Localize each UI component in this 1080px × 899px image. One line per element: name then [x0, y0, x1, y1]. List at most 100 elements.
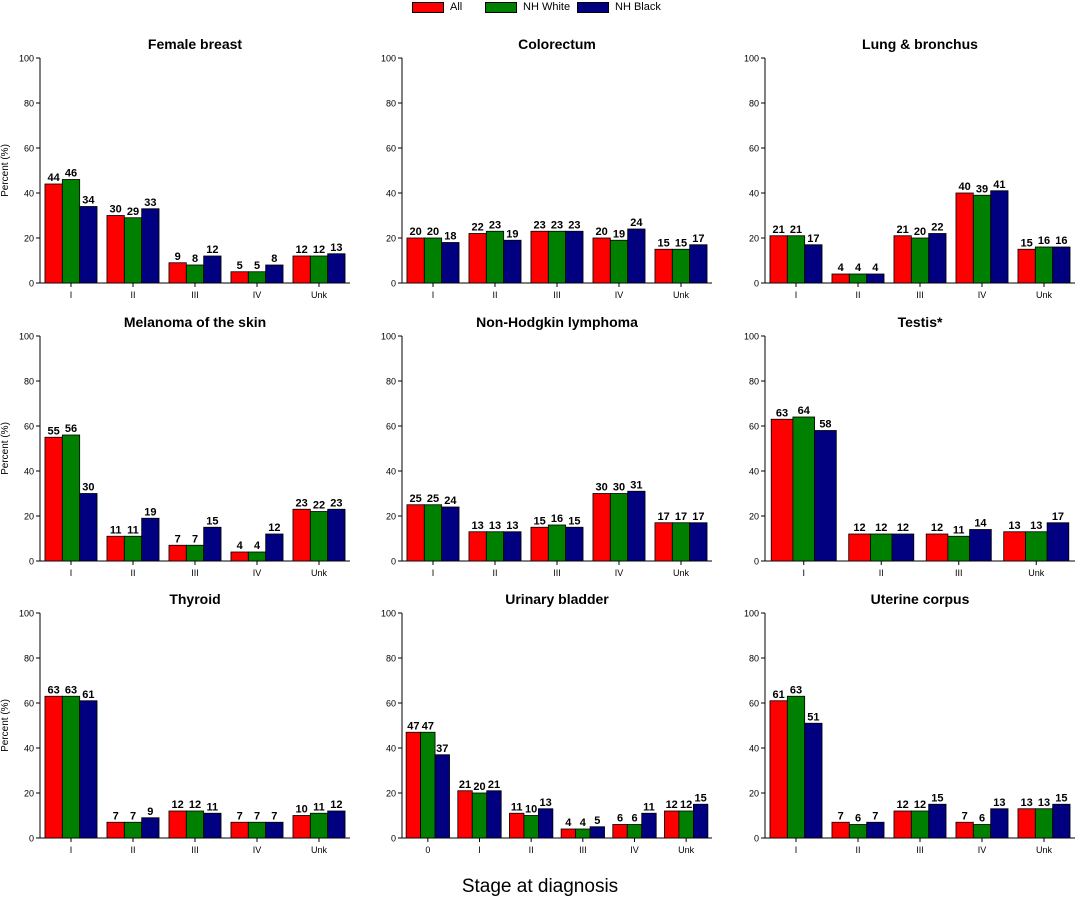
- bar-all: [468, 233, 487, 284]
- y-tick-label: 20: [386, 512, 396, 522]
- bar-nh-black: [969, 529, 992, 562]
- bar-nh-white: [123, 217, 143, 284]
- y-tick-label: 40: [749, 189, 759, 199]
- bar-value-label: 63: [65, 684, 77, 696]
- x-tick-label: I: [795, 845, 798, 855]
- bar-all: [769, 700, 788, 839]
- bar-value-label: 5: [594, 815, 600, 827]
- bar-nh-white: [786, 235, 806, 284]
- bar-value-label: 40: [959, 181, 971, 193]
- bar-value-label: 16: [551, 513, 563, 525]
- chart-title: Urinary bladder: [505, 591, 609, 607]
- bar-value-label: 20: [596, 226, 608, 238]
- bar-nh-white: [309, 812, 329, 839]
- bar-all: [654, 248, 673, 284]
- bar-value-label: 63: [776, 407, 788, 419]
- y-tick-label: 20: [749, 234, 759, 244]
- bar-nh-black: [814, 430, 837, 562]
- bar-nh-black: [1052, 246, 1071, 284]
- y-tick-label: 100: [381, 54, 396, 64]
- bar-value-label: 22: [472, 222, 484, 234]
- bar-value-label: 13: [330, 242, 342, 254]
- y-tick-label: 80: [749, 654, 759, 664]
- x-tick-label: II: [855, 845, 860, 855]
- bar-value-label: 21: [488, 779, 500, 791]
- bar-value-label: 6: [979, 813, 985, 825]
- y-axis-label: Percent (%): [0, 699, 11, 752]
- x-tick-label: II: [130, 568, 135, 578]
- bar-value-label: 11: [953, 524, 965, 536]
- bar-value-label: 10: [525, 804, 537, 816]
- bar-nh-black: [804, 722, 823, 839]
- bar-all: [831, 273, 850, 284]
- legend-swatch-nh-white: [485, 1, 517, 13]
- bar-nh-white: [123, 535, 143, 562]
- x-tick-label: Unk: [1036, 845, 1053, 855]
- bar-nh-white: [910, 810, 930, 839]
- bar-nh-black: [804, 244, 823, 284]
- x-tick-label: III: [579, 845, 587, 855]
- bar-all: [168, 262, 187, 284]
- bar-value-label: 12: [875, 522, 887, 534]
- bar-value-label: 7: [838, 810, 844, 822]
- bar-nh-black: [693, 803, 709, 839]
- bar-nh-white: [575, 828, 591, 839]
- x-tick-label: Unk: [673, 568, 690, 578]
- bar-value-label: 39: [976, 183, 988, 195]
- bar-value-label: 15: [931, 792, 943, 804]
- bar-all: [1003, 531, 1026, 562]
- chart-title: Melanoma of the skin: [124, 314, 266, 330]
- bar-all: [925, 533, 949, 562]
- y-tick-label: 0: [391, 557, 396, 567]
- bar-value-label: 18: [444, 231, 456, 243]
- x-tick-label: IV: [253, 568, 262, 578]
- x-tick-label: III: [916, 845, 924, 855]
- bar-nh-white: [61, 434, 81, 562]
- bar-value-label: 11: [110, 524, 122, 536]
- bar-all: [1017, 808, 1036, 839]
- bar-value-label: 4: [254, 540, 261, 552]
- bar-all: [230, 271, 249, 284]
- bar-value-label: 21: [790, 224, 802, 236]
- bar-nh-white: [61, 179, 81, 284]
- bar-all: [612, 824, 628, 839]
- bar-all: [405, 731, 421, 839]
- bar-value-label: 21: [773, 224, 785, 236]
- bar-nh-black: [503, 531, 522, 562]
- bar-value-label: 17: [807, 233, 819, 245]
- y-tick-label: 100: [381, 609, 396, 619]
- bar-value-label: 5: [237, 260, 243, 272]
- bar-value-label: 22: [931, 222, 943, 234]
- bar-nh-white: [523, 815, 539, 839]
- bar-value-label: 29: [127, 206, 139, 218]
- bar-nh-black: [203, 526, 222, 562]
- y-tick-label: 60: [24, 144, 34, 154]
- bar-nh-white: [947, 535, 971, 562]
- bar-all: [955, 821, 974, 839]
- y-tick-label: 20: [24, 234, 34, 244]
- bar-value-label: 17: [675, 511, 687, 523]
- bar-nh-black: [891, 533, 915, 562]
- y-tick-label: 0: [754, 279, 759, 289]
- y-tick-label: 60: [24, 422, 34, 432]
- bar-value-label: 4: [872, 262, 879, 274]
- y-tick-label: 60: [749, 422, 759, 432]
- bar-value-label: 13: [540, 797, 552, 809]
- bar-value-label: 15: [1021, 237, 1033, 249]
- bar-value-label: 15: [695, 792, 707, 804]
- x-tick-label: IV: [630, 845, 639, 855]
- bar-nh-black: [689, 522, 708, 562]
- y-tick-label: 40: [386, 189, 396, 199]
- bar-nh-white: [626, 824, 643, 839]
- x-tick-label: II: [855, 290, 860, 300]
- bar-value-label: 13: [489, 520, 501, 532]
- y-tick-label: 20: [24, 512, 34, 522]
- bar-nh-white: [423, 237, 443, 284]
- y-tick-label: 60: [24, 699, 34, 709]
- bar-nh-white: [910, 237, 930, 284]
- bar-value-label: 19: [144, 506, 156, 518]
- bar-value-label: 20: [914, 226, 926, 238]
- bar-value-label: 4: [237, 540, 244, 552]
- bar-value-label: 19: [506, 228, 518, 240]
- bar-nh-white: [123, 821, 143, 839]
